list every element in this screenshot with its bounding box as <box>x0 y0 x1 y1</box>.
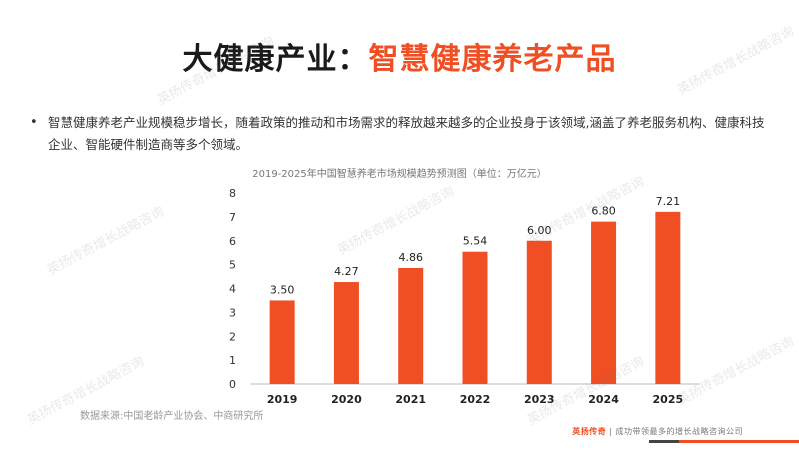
slide-title-prefix: 大健康产业： <box>182 42 369 77</box>
footer-divider: | <box>609 427 616 436</box>
x-tick-label: 2023 <box>524 393 555 406</box>
footer-line-dark <box>649 440 679 443</box>
y-tick-label: 1 <box>229 354 236 367</box>
bar-value-label: 4.27 <box>334 265 359 278</box>
x-tick-label: 2025 <box>653 393 684 406</box>
y-tick-label: 8 <box>229 187 236 200</box>
x-tick-label: 2020 <box>331 393 362 406</box>
y-tick-label: 5 <box>229 259 236 272</box>
bar <box>591 221 617 384</box>
data-source: 数据来源:中国老龄产业协会、中商研究所 <box>80 411 264 422</box>
bar <box>333 282 359 384</box>
footer-brand: 英扬传奇 | 成功带领最多的增长战略咨询公司 <box>572 426 743 437</box>
bar-value-label: 5.54 <box>463 235 488 248</box>
bullet-symbol: • <box>30 115 38 130</box>
bar <box>655 211 681 384</box>
y-tick-label: 0 <box>229 378 236 391</box>
bar-value-label: 4.86 <box>398 251 423 264</box>
y-tick-label: 3 <box>229 306 236 319</box>
x-tick-label: 2022 <box>460 393 491 406</box>
slide-title: 大健康产业：智慧健康养老产品 <box>0 34 799 78</box>
y-tick-label: 6 <box>229 235 236 248</box>
bullet-point: • 智慧健康养老产业规模稳步增长，随着政策的推动和市场需求的释放越来越多的企业投… <box>30 112 770 156</box>
bar <box>462 251 488 384</box>
bullet-text: 智慧健康养老产业规模稳步增长，随着政策的推动和市场需求的释放越来越多的企业投身于… <box>48 115 765 152</box>
y-tick-label: 4 <box>229 283 236 296</box>
bar-value-label: 6.00 <box>527 224 552 237</box>
bar-value-label: 6.80 <box>591 205 616 218</box>
bar <box>398 267 424 384</box>
slide-title-highlight: 智慧健康养老产品 <box>368 42 617 77</box>
bar <box>526 240 552 384</box>
footer-line <box>679 440 799 443</box>
bar <box>269 300 295 384</box>
footer-brand-name: 英扬传奇 <box>572 427 607 436</box>
footer-brand-slogan: 成功带领最多的增长战略咨询公司 <box>615 427 743 436</box>
y-tick-label: 7 <box>229 211 236 224</box>
chart-title: 2019-2025年中国智慧养老市场规模趋势预测图（单位：万亿元） <box>252 169 547 180</box>
x-tick-label: 2024 <box>588 393 619 406</box>
bar-value-label: 3.50 <box>270 283 295 296</box>
x-tick-label: 2021 <box>395 393 426 406</box>
y-tick-label: 2 <box>229 330 236 343</box>
x-tick-label: 2019 <box>267 393 298 406</box>
bar-value-label: 7.21 <box>656 195 681 208</box>
